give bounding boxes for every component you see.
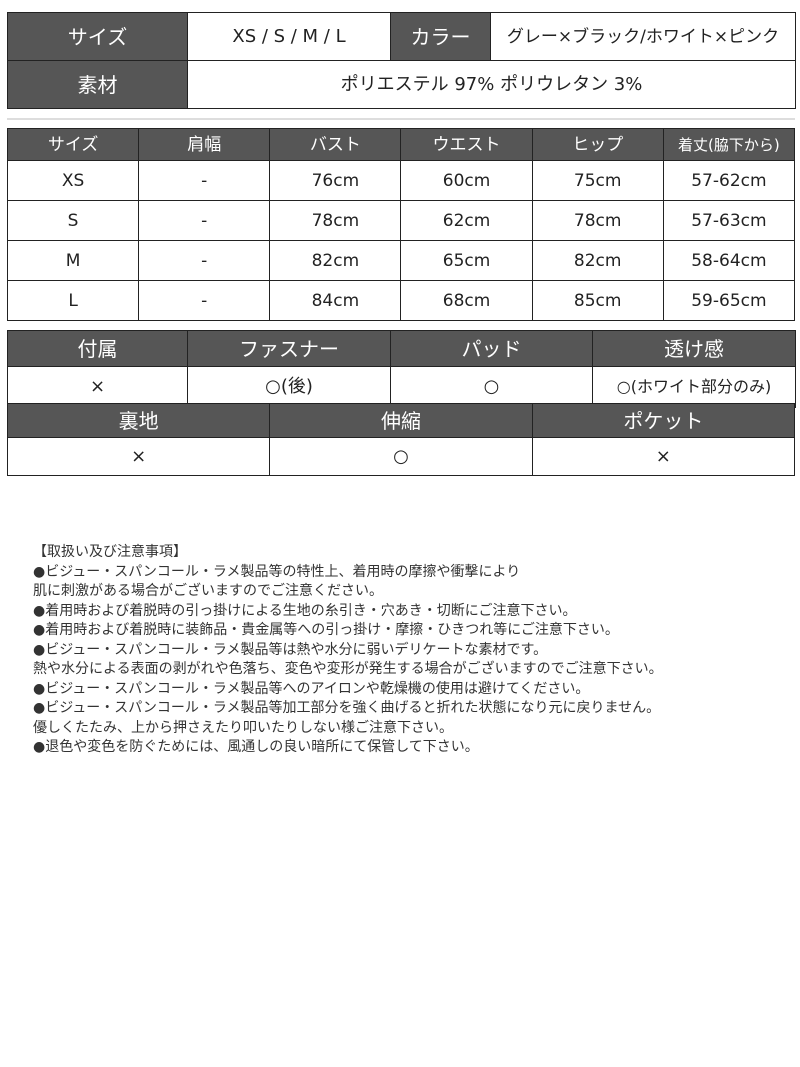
features-table-1: 付属 ファスナー パッド 透け感 × ○(後) ○ ○(ホワイト部分のみ): [7, 330, 796, 408]
sheerness-header: 透け感: [592, 330, 796, 367]
shoulder-header: 肩幅: [138, 128, 271, 161]
accessory-value: ×: [7, 366, 188, 408]
notes-title: 【取扱い及び注意事項】: [33, 544, 187, 560]
cell: 68cm: [400, 280, 533, 321]
table-row: M -82cm 65cm 82cm 58-64cm: [6, 240, 796, 281]
cell: 60cm: [400, 160, 533, 201]
cell: 84cm: [269, 280, 402, 321]
cell: 59-65cm: [662, 280, 796, 321]
stretch-value: ○: [269, 437, 533, 476]
care-notes: 【取扱い及び注意事項】 ●ビジュー・スパンコール・ラメ製品等の特性上、着用時の摩…: [33, 543, 663, 758]
note-line: 優しくたたみ、上から押さえたり叩いたりしない様ご注意下さい。: [33, 719, 453, 736]
note-line: ●ビジュー・スパンコール・ラメ製品等の特性上、着用時の摩擦や衝撃により: [33, 563, 521, 580]
cell: 85cm: [531, 280, 664, 321]
pocket-header: ポケット: [531, 403, 796, 438]
note-line: ●ビジュー・スパンコール・ラメ製品等加工部分を強く曲げると折れた状態になり元に戻…: [33, 700, 661, 716]
bust-header: バスト: [269, 128, 402, 161]
cell: 57-63cm: [662, 200, 796, 241]
pad-header: パッド: [390, 330, 593, 367]
cell: 76cm: [269, 160, 402, 201]
table-row: S -78cm 62cm 78cm 57-63cm: [6, 200, 796, 241]
color-value: グレー×ブラック/ホワイト×ピンク: [490, 12, 796, 61]
note-line: ●退色や変色を防ぐためには、風通しの良い暗所にて保管して下さい。: [33, 739, 479, 755]
cell: 82cm: [531, 240, 664, 281]
note-line: ●着用時および着脱時に装飾品・貴金属等への引っ掛け・摩擦・ひきつれ等にご注意下さ…: [33, 622, 619, 638]
note-line: ●ビジュー・スパンコール・ラメ製品等は熱や水分に弱いデリケートな素材です。: [33, 641, 548, 658]
cell: 75cm: [531, 160, 664, 201]
cell: XS: [6, 160, 140, 201]
lining-header: 裏地: [6, 403, 271, 438]
pad-value: ○: [390, 366, 593, 408]
stretch-header: 伸縮: [269, 403, 533, 438]
lining-value: ×: [6, 437, 271, 476]
size-table: サイズ 肩幅 バスト ウエスト ヒップ 着丈(脇下から) XS -76cm 60cm…: [6, 128, 796, 321]
color-label: カラー: [390, 12, 491, 61]
cell: 78cm: [531, 200, 664, 241]
features-table-2: 裏地 伸縮 ポケット × ○ ×: [6, 403, 796, 476]
accessory-header: 付属: [7, 330, 188, 367]
waist-header: ウエスト: [400, 128, 533, 161]
table-row: L -84cm 68cm 85cm 59-65cm: [6, 280, 796, 321]
note-line: ●着用時および着脱時の引っ掛けによる生地の糸引き・穴あき・切断にご注意下さい。: [33, 602, 577, 619]
size-header: サイズ: [6, 128, 140, 161]
size-label: サイズ: [7, 12, 188, 61]
table-row: XS -76cm 60cm 75cm 57-62cm: [6, 160, 796, 201]
size-value: XS / S / M / L: [187, 12, 391, 61]
cell: 62cm: [400, 200, 533, 241]
cell: 82cm: [269, 240, 402, 281]
cell: M: [6, 240, 140, 281]
divider: [7, 118, 795, 120]
material-label: 素材: [7, 60, 188, 109]
note-line: 肌に刺激がある場合がございますのでご注意ください。: [33, 583, 383, 599]
spec-table: サイズ XS / S / M / L カラー グレー×ブラック/ホワイト×ピンク…: [7, 12, 796, 109]
cell: -: [138, 240, 271, 281]
cell: 58-64cm: [662, 240, 796, 281]
cell: 65cm: [400, 240, 533, 281]
cell: 57-62cm: [662, 160, 796, 201]
zipper-value: ○(後): [187, 366, 391, 408]
note-line: ●ビジュー・スパンコール・ラメ製品等へのアイロンや乾燥機の使用は避けてください。: [33, 680, 590, 697]
cell: -: [138, 280, 271, 321]
cell: -: [138, 160, 271, 201]
zipper-header: ファスナー: [187, 330, 391, 367]
pocket-value: ×: [531, 437, 796, 476]
cell: L: [6, 280, 140, 321]
length-header: 着丈(脇下から): [662, 128, 796, 161]
material-value: ポリエステル 97% ポリウレタン 3%: [187, 60, 796, 109]
cell: 78cm: [269, 200, 402, 241]
sheerness-value: ○(ホワイト部分のみ): [592, 366, 796, 408]
note-line: 熱や水分による表面の剥がれや色落ち、変色や変形が発生する場合がございますのでご注…: [33, 661, 663, 677]
cell: -: [138, 200, 271, 241]
hip-header: ヒップ: [531, 128, 664, 161]
cell: S: [6, 200, 140, 241]
